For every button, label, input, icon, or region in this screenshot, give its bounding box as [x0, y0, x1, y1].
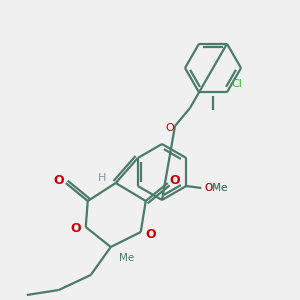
Text: Cl: Cl — [231, 79, 242, 89]
Text: O: O — [146, 227, 156, 241]
Text: O: O — [166, 123, 174, 133]
Text: O: O — [169, 173, 180, 187]
Text: O: O — [70, 223, 81, 236]
Text: Me: Me — [212, 183, 227, 193]
Text: OMe: OMe — [204, 183, 228, 193]
Text: O: O — [204, 183, 212, 193]
Text: O: O — [53, 173, 64, 187]
Text: Me: Me — [119, 253, 134, 263]
Text: H: H — [98, 173, 106, 183]
